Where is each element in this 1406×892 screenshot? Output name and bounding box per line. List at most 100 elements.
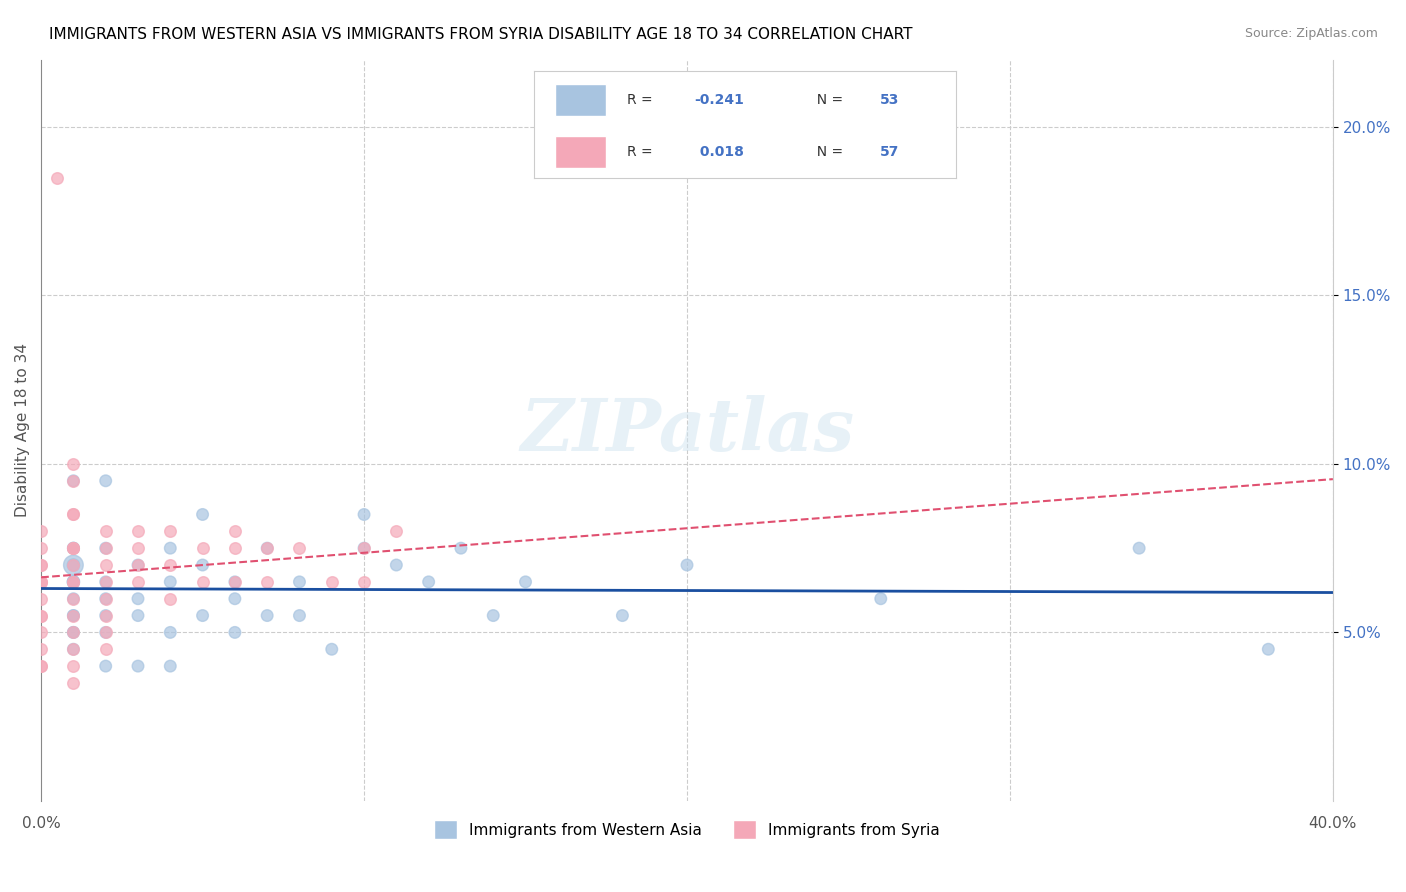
Point	[62, 574, 84, 589]
Point	[62, 541, 84, 556]
Point	[1128, 541, 1150, 556]
Point	[127, 558, 149, 572]
Point	[94, 642, 117, 657]
Text: 53: 53	[880, 94, 900, 107]
Point	[256, 541, 278, 556]
Text: N =: N =	[808, 94, 848, 107]
Point	[62, 625, 84, 640]
Point	[30, 642, 52, 657]
Point	[30, 558, 52, 572]
Point	[62, 574, 84, 589]
Point	[62, 625, 84, 640]
Point	[46, 170, 69, 185]
Point	[62, 608, 84, 623]
Point	[62, 508, 84, 522]
Point	[256, 574, 278, 589]
Point	[159, 524, 181, 539]
Text: -0.241: -0.241	[695, 94, 744, 107]
Text: R =: R =	[627, 145, 657, 159]
Point	[94, 608, 117, 623]
Point	[159, 574, 181, 589]
Point	[321, 574, 343, 589]
Point	[94, 574, 117, 589]
Point	[30, 608, 52, 623]
Point	[353, 508, 375, 522]
Y-axis label: Disability Age 18 to 34: Disability Age 18 to 34	[15, 343, 30, 517]
Point	[62, 574, 84, 589]
Text: R =: R =	[627, 94, 657, 107]
Bar	[555, 136, 606, 168]
Point	[127, 524, 149, 539]
Point	[353, 574, 375, 589]
Point	[159, 625, 181, 640]
Point	[62, 676, 84, 690]
Text: 40.0%: 40.0%	[1309, 815, 1357, 830]
Point	[191, 541, 214, 556]
Point	[94, 541, 117, 556]
Text: 0.0%: 0.0%	[21, 815, 60, 830]
Point	[62, 474, 84, 488]
Point	[94, 591, 117, 606]
Text: N =: N =	[808, 145, 848, 159]
Point	[127, 659, 149, 673]
Point	[94, 524, 117, 539]
Point	[385, 558, 408, 572]
Point	[288, 541, 311, 556]
Point	[224, 574, 246, 589]
Point	[159, 558, 181, 572]
Point	[62, 642, 84, 657]
Point	[94, 591, 117, 606]
Point	[30, 625, 52, 640]
Point	[94, 558, 117, 572]
Point	[62, 541, 84, 556]
Point	[127, 591, 149, 606]
Point	[191, 574, 214, 589]
Point	[30, 574, 52, 589]
Point	[30, 541, 52, 556]
Point	[30, 591, 52, 606]
Point	[30, 659, 52, 673]
Point	[62, 457, 84, 471]
Point	[30, 558, 52, 572]
Point	[224, 591, 246, 606]
Bar	[555, 84, 606, 116]
Point	[869, 591, 891, 606]
Point	[288, 574, 311, 589]
Point	[30, 659, 52, 673]
Point	[127, 608, 149, 623]
Point	[62, 608, 84, 623]
Point	[62, 541, 84, 556]
Point	[62, 558, 84, 572]
Point	[321, 642, 343, 657]
Point	[224, 625, 246, 640]
Point	[30, 574, 52, 589]
Point	[94, 608, 117, 623]
Point	[62, 541, 84, 556]
Point	[62, 574, 84, 589]
Point	[30, 574, 52, 589]
Point	[256, 608, 278, 623]
Point	[191, 558, 214, 572]
Point	[30, 524, 52, 539]
Text: IMMIGRANTS FROM WESTERN ASIA VS IMMIGRANTS FROM SYRIA DISABILITY AGE 18 TO 34 CO: IMMIGRANTS FROM WESTERN ASIA VS IMMIGRAN…	[49, 27, 912, 42]
Point	[353, 541, 375, 556]
Point	[191, 508, 214, 522]
Point	[62, 558, 84, 572]
Point	[62, 508, 84, 522]
Point	[62, 591, 84, 606]
Point	[62, 608, 84, 623]
Point	[676, 558, 699, 572]
Point	[288, 608, 311, 623]
Point	[1257, 642, 1279, 657]
Point	[62, 574, 84, 589]
Point	[515, 574, 537, 589]
Point	[94, 574, 117, 589]
Point	[159, 541, 181, 556]
Point	[191, 608, 214, 623]
Point	[62, 541, 84, 556]
Point	[482, 608, 505, 623]
Point	[450, 541, 472, 556]
Point	[385, 524, 408, 539]
Text: ZIPatlas: ZIPatlas	[520, 395, 853, 466]
Point	[612, 608, 634, 623]
